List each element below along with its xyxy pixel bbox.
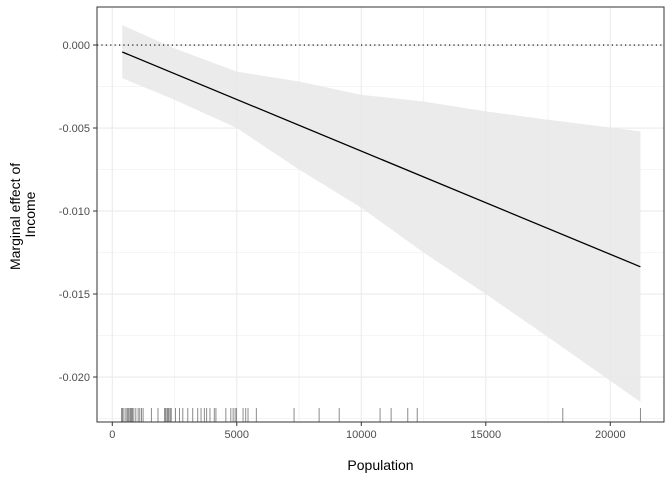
y-axis-title: Marginal effect of Income: [7, 159, 38, 270]
panel-border: [96, 6, 665, 423]
marginal-effect-line: [121, 51, 641, 268]
y-tick-label: -0.020: [59, 372, 90, 384]
rug-group: [121, 408, 641, 422]
confidence-ribbon: [122, 25, 641, 402]
x-axis-title: Population: [347, 457, 413, 473]
y-tick-label: -0.015: [59, 289, 90, 301]
y-axis-title-line-1: Marginal effect of: [7, 163, 23, 270]
x-tick-label: 15000: [470, 429, 501, 441]
y-axis-title-line-2: Income: [22, 191, 38, 237]
x-axis-ticks: 0 5000 10000 15000 20000: [109, 422, 626, 441]
x-tick-label: 0: [109, 429, 115, 441]
x-tick-label: 20000: [595, 429, 626, 441]
x-tick-label: 5000: [225, 429, 249, 441]
y-tick-label: 0.000: [62, 40, 90, 52]
effect-line-group: [121, 51, 641, 268]
confidence-ribbon-group: [122, 25, 641, 402]
y-tick-label: -0.010: [59, 206, 90, 218]
y-axis-ticks: 0.000 -0.005 -0.010 -0.015 -0.020: [59, 40, 97, 384]
x-tick-label: 10000: [346, 429, 377, 441]
y-tick-label: -0.005: [59, 123, 90, 135]
